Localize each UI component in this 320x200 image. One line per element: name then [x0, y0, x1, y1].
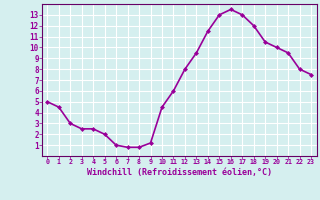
X-axis label: Windchill (Refroidissement éolien,°C): Windchill (Refroidissement éolien,°C): [87, 168, 272, 177]
